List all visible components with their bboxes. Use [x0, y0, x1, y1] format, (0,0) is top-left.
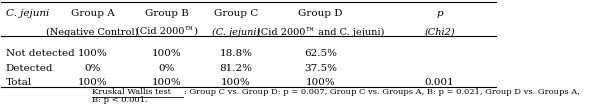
Text: 0%: 0% — [158, 64, 175, 73]
Text: Group A: Group A — [71, 9, 114, 18]
Text: Group C: Group C — [214, 9, 258, 18]
Text: B: p < 0.001.: B: p < 0.001. — [92, 96, 148, 104]
Text: p: p — [436, 9, 443, 18]
Text: 100%: 100% — [77, 78, 107, 87]
Text: (Cid 2000™): (Cid 2000™) — [136, 28, 198, 37]
Text: (C. jejuni): (C. jejuni) — [212, 28, 260, 37]
Text: 81.2%: 81.2% — [220, 64, 253, 73]
Text: Group D: Group D — [298, 9, 343, 18]
Text: 100%: 100% — [305, 78, 335, 87]
Text: 100%: 100% — [152, 78, 182, 87]
Text: 100%: 100% — [152, 49, 182, 58]
Text: (Chi2): (Chi2) — [424, 28, 455, 36]
Text: Not detected: Not detected — [5, 49, 74, 58]
Text: 100%: 100% — [77, 49, 107, 58]
Text: 0%: 0% — [84, 64, 101, 73]
Text: 100%: 100% — [221, 78, 251, 87]
Text: (Cid 2000™ and C. jejuni): (Cid 2000™ and C. jejuni) — [257, 28, 384, 37]
Text: 62.5%: 62.5% — [304, 49, 337, 58]
Text: Kruskal Wallis test: Kruskal Wallis test — [92, 88, 172, 96]
Text: C. jejuni: C. jejuni — [5, 9, 49, 18]
Text: (Negative Control): (Negative Control) — [46, 28, 139, 37]
Text: 0.001: 0.001 — [425, 78, 454, 87]
Text: 37.5%: 37.5% — [304, 64, 337, 73]
Text: Detected: Detected — [5, 64, 53, 73]
Text: 18.8%: 18.8% — [220, 49, 253, 58]
Text: Total: Total — [5, 78, 32, 87]
Text: : Group C vs. Group D: p = 0.007, Group C vs. Groups A, B: p = 0.021, Group D vs: : Group C vs. Group D: p = 0.007, Group … — [184, 88, 580, 96]
Text: Group B: Group B — [145, 9, 188, 18]
